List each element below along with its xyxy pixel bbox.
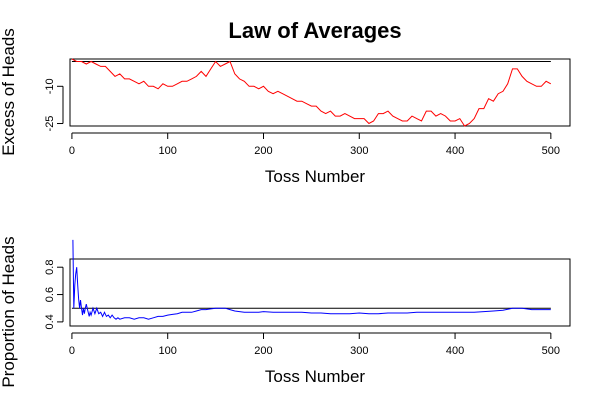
y-tick-label: 0.6 [44,287,56,302]
chart-panel-1: 0 100 200 300 400 500 -25 -10 Toss Number Excess … [0,28,571,186]
chart-panels: 0 100 200 300 400 500 -25 -10 Toss Number Excess … [0,28,571,388]
x-tick-label: 300 [350,345,368,357]
y-tick-label: -10 [44,78,56,94]
x-tick-label: 200 [254,345,272,357]
x-tick-label: 200 [254,145,272,157]
x-tick-label: 0 [69,345,75,357]
figure-title: Law of Averages [228,18,401,43]
x-tick-label: 400 [446,345,464,357]
x-tick-label: 300 [350,145,368,157]
x-tick-label: 100 [159,345,177,357]
chart-panel-2: 0 100 200 300 400 500 0.4 0.6 0.8 Toss Number Prop… [0,236,571,388]
x-axis-title: Toss Number [265,167,365,186]
x-tick-label: 100 [159,145,177,157]
y-tick-label: -25 [44,116,56,132]
y-tick-label: 0.4 [44,314,56,329]
x-axis-title: Toss Number [265,367,365,386]
y-axis-title: Proportion of Heads [0,236,18,387]
x-tick-label: 500 [542,145,560,157]
x-tick-label: 400 [446,145,464,157]
y-axis-title: Excess of Heads [0,28,18,156]
plot-frame [69,58,571,127]
plot-frame [69,258,571,327]
series-line-1 [71,58,552,127]
x-tick-label: 0 [69,145,75,157]
y-tick-label: 0.8 [44,260,56,275]
x-tick-label: 500 [542,345,560,357]
series-line-1 [72,239,551,320]
